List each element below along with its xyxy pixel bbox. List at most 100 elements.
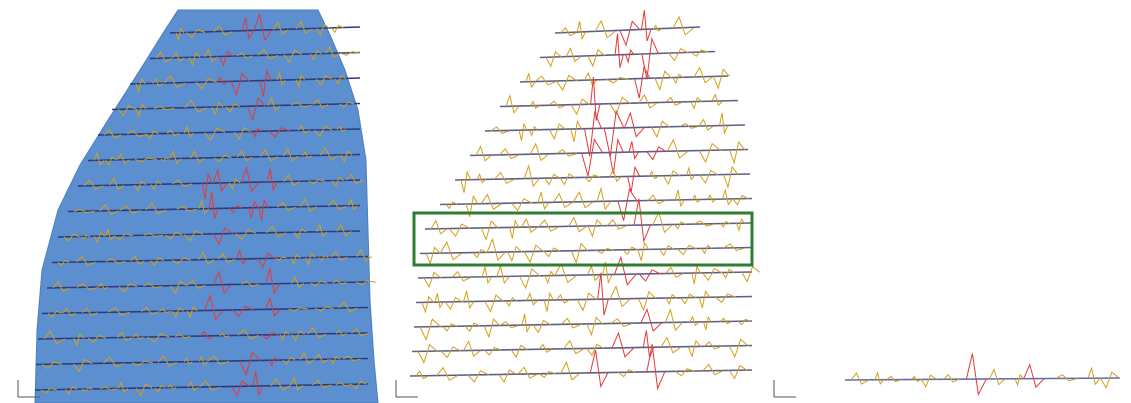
deviation: [268, 356, 279, 367]
deviation: [259, 148, 279, 162]
deviation: [465, 194, 479, 217]
deviation: [73, 333, 85, 348]
deviation: [117, 380, 129, 394]
deviation: [241, 17, 254, 41]
deviation: [496, 264, 510, 285]
deviation: [208, 192, 219, 219]
deviation: [505, 297, 518, 308]
deviation: [301, 150, 312, 159]
deviation: [510, 344, 528, 359]
deviation: [729, 141, 746, 165]
deviation: [275, 256, 287, 262]
profile-line: [415, 295, 753, 304]
deviation: [297, 124, 310, 134]
deviation: [419, 318, 441, 342]
deviation: [183, 357, 193, 365]
deviation: [646, 344, 666, 391]
deviation: [340, 51, 361, 56]
deviation: [57, 259, 70, 267]
deviation: [183, 125, 194, 138]
deviation: [131, 360, 153, 367]
deviation: [235, 248, 248, 266]
deviation: [556, 74, 578, 92]
deviation: [330, 24, 344, 34]
deviation: [135, 103, 147, 118]
deviation: [544, 173, 560, 186]
deviation: [720, 220, 730, 228]
deviation: [187, 381, 199, 391]
deviation: [172, 306, 185, 319]
profile-line: [411, 344, 753, 353]
deviation: [276, 201, 296, 211]
deviation: [345, 173, 364, 185]
deviation: [75, 255, 96, 267]
deviation: [563, 339, 585, 355]
deviation: [584, 110, 602, 157]
deviation: [618, 369, 636, 378]
deviation: [675, 368, 695, 377]
deviation: [143, 232, 164, 237]
deviation: [711, 93, 724, 107]
deviation: [494, 171, 515, 184]
deviation: [87, 334, 106, 344]
deviation: [145, 130, 159, 140]
deviation: [702, 267, 723, 282]
deviation: [584, 174, 601, 183]
deviation: [73, 358, 93, 373]
deviation: [723, 165, 739, 190]
deviation: [295, 20, 313, 35]
deviation: [672, 73, 684, 85]
deviation: [83, 179, 104, 190]
deviation: [538, 219, 560, 232]
deviation: [521, 217, 538, 234]
deviation: [213, 269, 232, 294]
deviation: [702, 363, 723, 376]
deviation: [576, 292, 597, 312]
deviation: [257, 252, 276, 269]
deviation: [606, 76, 629, 84]
deviation: [439, 241, 463, 261]
deviation: [338, 301, 358, 313]
profile-line: [57, 230, 361, 238]
profile-line: [97, 128, 361, 136]
deviation: [327, 199, 347, 211]
deviation: [109, 177, 125, 191]
deviation: [169, 149, 182, 165]
deviation: [463, 290, 475, 310]
deviation: [490, 126, 510, 134]
deviation: [583, 71, 598, 86]
deviation: [712, 68, 731, 90]
profile-line: [499, 99, 739, 108]
deviation: [672, 15, 694, 36]
deviation: [236, 150, 253, 162]
deviation: [267, 96, 281, 112]
deviation: [62, 307, 77, 317]
deviation: [662, 169, 681, 186]
deviation: [691, 194, 701, 204]
deviation: [548, 100, 566, 109]
deviation: [505, 93, 520, 114]
deviation: [283, 49, 302, 64]
deviation: [259, 69, 272, 97]
deviation: [270, 377, 291, 391]
deviation: [467, 370, 490, 383]
deviation: [310, 280, 328, 287]
deviation: [186, 28, 205, 39]
deviation: [103, 129, 122, 139]
deviation: [654, 70, 672, 92]
profile-line: [469, 148, 749, 157]
deviation: [98, 282, 109, 290]
deviation: [617, 188, 638, 221]
deviation: [535, 75, 557, 86]
deviation: [251, 127, 262, 138]
deviation: [204, 293, 224, 321]
deviation: [680, 293, 696, 305]
deviation: [176, 205, 198, 212]
deviation: [291, 330, 306, 342]
deviation: [509, 219, 520, 239]
deviation: [472, 248, 487, 259]
deviation: [609, 96, 631, 116]
deviation: [76, 283, 99, 291]
deviation: [171, 179, 192, 187]
